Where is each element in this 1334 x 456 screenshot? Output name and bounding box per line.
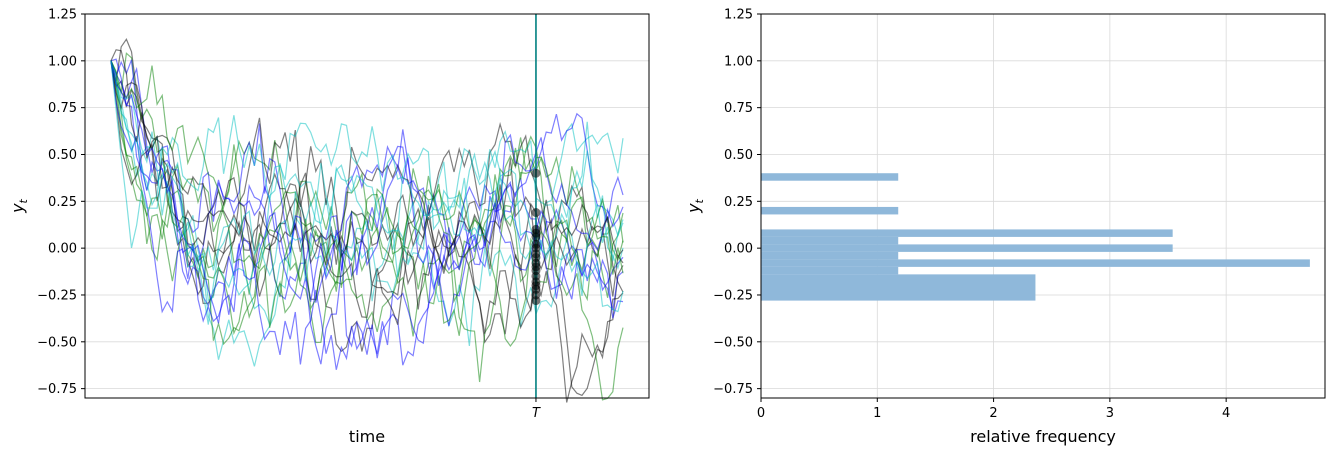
right-plot-area [761, 14, 1325, 398]
left-y-tick-label: 0.00 [48, 242, 77, 257]
right-y-tick-label: −0.50 [713, 335, 753, 350]
right-y-tick-label: 0.50 [724, 148, 753, 163]
right-x-tick-label: 3 [1106, 406, 1114, 421]
right-y-tick-label: −0.25 [713, 288, 753, 303]
histogram-bar [761, 229, 1173, 237]
left-time-series-panel: 1.251.000.750.500.250.00−0.25−0.50−0.75 … [8, 8, 650, 446]
points-at-T [531, 168, 541, 306]
left-y-tick-label: 0.75 [48, 101, 77, 116]
left-axes-frame [84, 13, 650, 399]
right-x-tick-label: 4 [1222, 406, 1230, 421]
left-y-tick-label: −0.50 [37, 335, 77, 350]
right-x-tick-label: 2 [989, 406, 997, 421]
right-histogram-panel: 1.251.000.750.500.250.00−0.25−0.50−0.75 … [684, 8, 1326, 446]
left-x-axis-label: time [349, 427, 385, 446]
right-y-tick-label: 0.00 [724, 242, 753, 257]
histogram-bar [761, 244, 1173, 252]
histogram-bar [761, 259, 1310, 267]
right-y-tick-label: 1.25 [724, 8, 753, 23]
right-axes-frame [760, 13, 1326, 399]
left-y-tick-label: −0.25 [37, 288, 77, 303]
histogram-bar [761, 206, 899, 215]
simulated-path [110, 60, 624, 370]
left-x-tick-label: T [532, 406, 541, 421]
right-y-ticks: 1.25 1.00 0.75 0.50 0.25 0.00 −0.25 −0.50 −0.75 [713, 8, 761, 397]
point-at-T [531, 168, 541, 178]
left-plot-area [85, 14, 649, 398]
left-y-tick-label: 0.50 [48, 148, 77, 163]
point-at-T [531, 232, 541, 242]
right-y-tick-label: −0.75 [713, 382, 753, 397]
simulated-path [110, 60, 624, 298]
left-y-tick-label: 0.25 [48, 195, 77, 210]
histogram-bar [761, 251, 899, 260]
right-x-tick-label: 1 [873, 406, 881, 421]
left-y-tick-label: −0.75 [37, 382, 77, 397]
left-y-tick-label: 1.00 [48, 54, 77, 69]
histogram-bar [761, 173, 899, 181]
point-at-T [531, 208, 541, 218]
simulated-path [110, 60, 624, 397]
right-x-ticks: 0 1 2 3 4 [757, 398, 1230, 421]
right-y-tick-label: 0.75 [724, 101, 753, 116]
left-y-tick-label: 1.25 [48, 8, 77, 23]
simulated-path [110, 60, 624, 325]
histogram-bar [761, 236, 899, 245]
right-y-tick-label: 1.00 [724, 54, 753, 69]
simulated-path [110, 60, 624, 353]
histogram-bars [761, 173, 1310, 301]
right-y-axis-label: yt [684, 198, 706, 213]
left-x-ticks: T [532, 398, 541, 421]
left-y-ticks: 1.25 1.00 0.75 0.50 0.25 0.00 −0.25 −0.50 −0.75 [37, 8, 85, 397]
simulated-path [110, 60, 624, 365]
left-y-axis-label: yt [8, 198, 30, 213]
simulated-path [110, 60, 624, 311]
histogram-bar [761, 274, 1036, 301]
right-y-tick-label: 0.25 [724, 195, 753, 210]
right-x-axis-label: relative frequency [970, 427, 1116, 446]
point-at-T [531, 296, 541, 306]
right-x-tick-label: 0 [757, 406, 765, 421]
histogram-bar [761, 266, 899, 275]
